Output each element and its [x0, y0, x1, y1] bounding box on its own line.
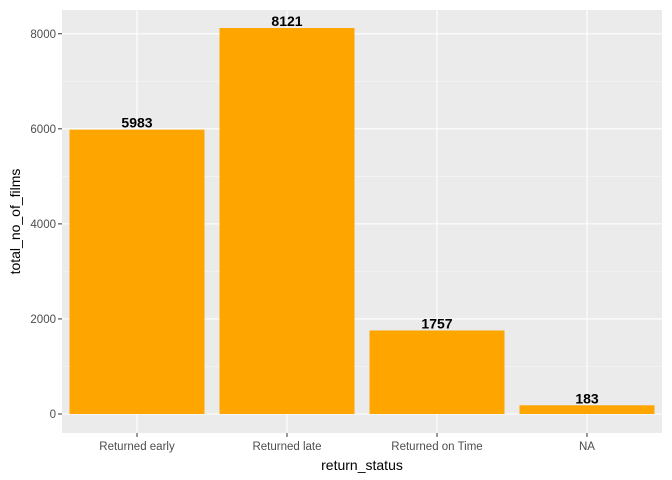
x-tick-label: Returned early [99, 441, 175, 453]
y-tick-label: 2000 [30, 314, 56, 326]
bar [519, 405, 655, 414]
bars [69, 28, 655, 414]
y-tick-label: 6000 [30, 124, 56, 136]
data-label: 8121 [271, 13, 302, 29]
x-axis-title: return_status [321, 457, 403, 473]
x-tick-label: NA [579, 441, 595, 453]
data-labels: 5983 8121 1757 183 [121, 13, 598, 406]
y-axis: 0 2000 4000 6000 8000 [30, 29, 62, 421]
x-axis: Returned early Returned late Returned on T… [99, 433, 595, 453]
x-tick-label: Returned late [252, 441, 321, 453]
y-tick-label: 8000 [30, 29, 56, 41]
data-label: 183 [575, 390, 599, 406]
y-tick-label: 4000 [30, 219, 56, 231]
bar [219, 28, 355, 414]
x-tick-label: Returned on Time [391, 441, 482, 453]
y-tick-label: 0 [50, 409, 56, 421]
y-axis-title: total_no_of_films [7, 169, 23, 275]
data-label: 5983 [121, 115, 152, 131]
bar [69, 129, 205, 414]
data-label: 1757 [421, 315, 452, 331]
bar [369, 330, 505, 414]
